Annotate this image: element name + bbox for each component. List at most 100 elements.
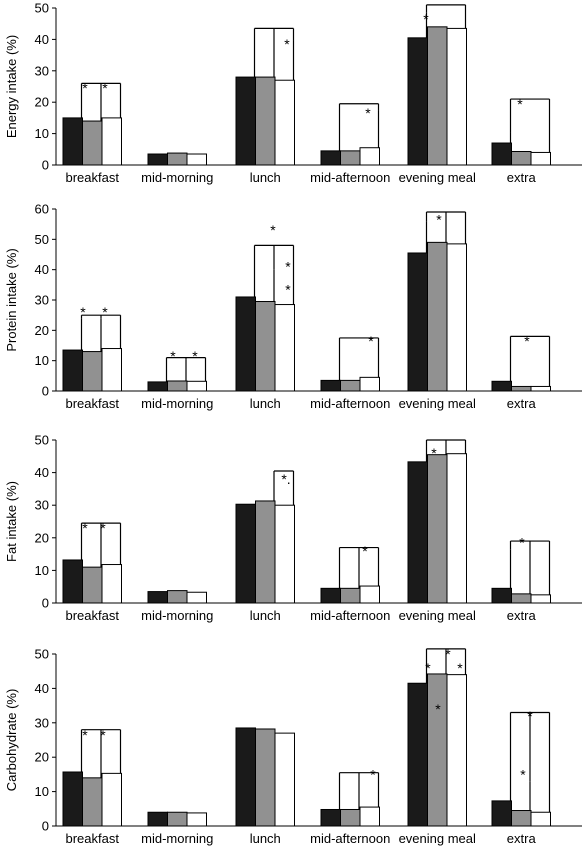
significance-asterisk: *	[527, 708, 533, 724]
x-category-label: evening meal	[399, 396, 476, 411]
x-category-label: mid-morning	[141, 396, 213, 411]
x-category-label: mid-afternoon	[310, 170, 390, 185]
bar	[320, 587, 341, 604]
significance-asterisk: *	[100, 520, 106, 536]
bar	[511, 150, 532, 166]
y-tick-label: 40	[35, 32, 49, 47]
chart-panel-2: 0 10 20 30 40 50 60 Protein intake (%) breakfast…	[4, 202, 582, 411]
bar	[340, 150, 361, 166]
significance-asterisk: *	[517, 96, 523, 112]
y-tick-label: 50	[35, 433, 49, 448]
chart-panel-1: 0 10 20 30 40 50 Energy intake (%) breakfast mid…	[4, 1, 582, 185]
y-tick-label: 0	[42, 158, 49, 173]
bar	[167, 380, 188, 392]
bar	[446, 674, 467, 827]
bar	[255, 76, 276, 166]
bar	[491, 800, 512, 827]
significance-asterisk: *	[368, 333, 374, 349]
significance-asterisk: *	[82, 520, 88, 536]
x-category-label: evening meal	[399, 608, 476, 623]
bar	[235, 296, 256, 392]
bar	[359, 147, 380, 166]
y-tick-label: 20	[35, 750, 49, 765]
bar	[407, 252, 428, 392]
y-tick-label: 10	[35, 563, 49, 578]
y-tick-label: 40	[35, 681, 49, 696]
chart-panel-3: 0 10 20 30 40 50 Fat intake (%) breakfast mid-mo…	[4, 433, 582, 623]
bar	[62, 349, 83, 392]
bar	[427, 454, 448, 604]
bar	[147, 811, 168, 827]
x-category-label: lunch	[250, 396, 281, 411]
y-tick-label: 40	[35, 262, 49, 277]
bar	[407, 461, 428, 604]
significance-asterisk: *	[170, 348, 176, 364]
significance-asterisk: *.	[281, 471, 290, 487]
bar	[101, 772, 122, 827]
x-category-label: extra	[507, 396, 537, 411]
bar	[82, 777, 103, 827]
bar	[101, 564, 122, 604]
significance-asterisk: *	[285, 281, 291, 297]
y-tick-label: 50	[35, 1, 49, 16]
bar	[235, 76, 256, 166]
x-category-label: breakfast	[66, 831, 120, 846]
bar	[147, 381, 168, 392]
y-tick-label: 10	[35, 784, 49, 799]
bar	[255, 500, 276, 604]
y-tick-label: 30	[35, 63, 49, 78]
x-category-label: breakfast	[66, 608, 120, 623]
x-category-label: mid-afternoon	[310, 608, 390, 623]
y-tick-label: 20	[35, 323, 49, 338]
bar	[62, 117, 83, 166]
bar	[340, 808, 361, 827]
bar	[235, 727, 256, 827]
significance-asterisk: *	[82, 727, 88, 743]
x-category-label: mid-morning	[141, 608, 213, 623]
y-tick-label: 0	[42, 596, 49, 611]
bar	[530, 151, 551, 166]
bar	[427, 673, 448, 827]
bar	[235, 503, 256, 604]
y-axis-label: Carbohydrate (%)	[4, 689, 19, 792]
y-tick-label: 30	[35, 293, 49, 308]
bar	[186, 812, 207, 827]
bar	[167, 590, 188, 604]
x-category-label: extra	[507, 170, 537, 185]
bar	[427, 241, 448, 392]
bar	[320, 379, 341, 392]
bar	[511, 593, 532, 604]
bar	[101, 117, 122, 166]
y-tick-label: 20	[35, 95, 49, 110]
significance-asterisk: *	[431, 445, 437, 461]
bar	[320, 808, 341, 827]
bar	[186, 380, 207, 392]
significance-asterisk: *	[519, 535, 525, 551]
y-axis-label: Energy intake (%)	[4, 35, 19, 138]
significance-asterisk: *	[80, 304, 86, 320]
bar	[147, 153, 168, 166]
bar	[274, 79, 295, 166]
bar	[446, 27, 467, 166]
x-category-label: mid-afternoon	[310, 831, 390, 846]
y-tick-label: 10	[35, 353, 49, 368]
significance-asterisk: *	[423, 11, 429, 27]
x-category-label: evening meal	[399, 170, 476, 185]
bar	[511, 810, 532, 827]
bar	[186, 153, 207, 166]
significance-asterisk: *	[457, 660, 463, 676]
significance-asterisk: *	[82, 80, 88, 96]
bar	[530, 385, 551, 392]
bar	[147, 591, 168, 604]
bar	[491, 380, 512, 392]
y-tick-label: 0	[42, 384, 49, 399]
significance-asterisk: *	[370, 766, 376, 782]
bar	[255, 728, 276, 827]
bar	[359, 585, 380, 604]
significance-asterisk: *	[192, 348, 198, 364]
significance-asterisk: *	[524, 333, 530, 349]
y-axis-label: Fat intake (%)	[4, 481, 19, 562]
bar	[491, 142, 512, 166]
bar	[62, 771, 83, 827]
